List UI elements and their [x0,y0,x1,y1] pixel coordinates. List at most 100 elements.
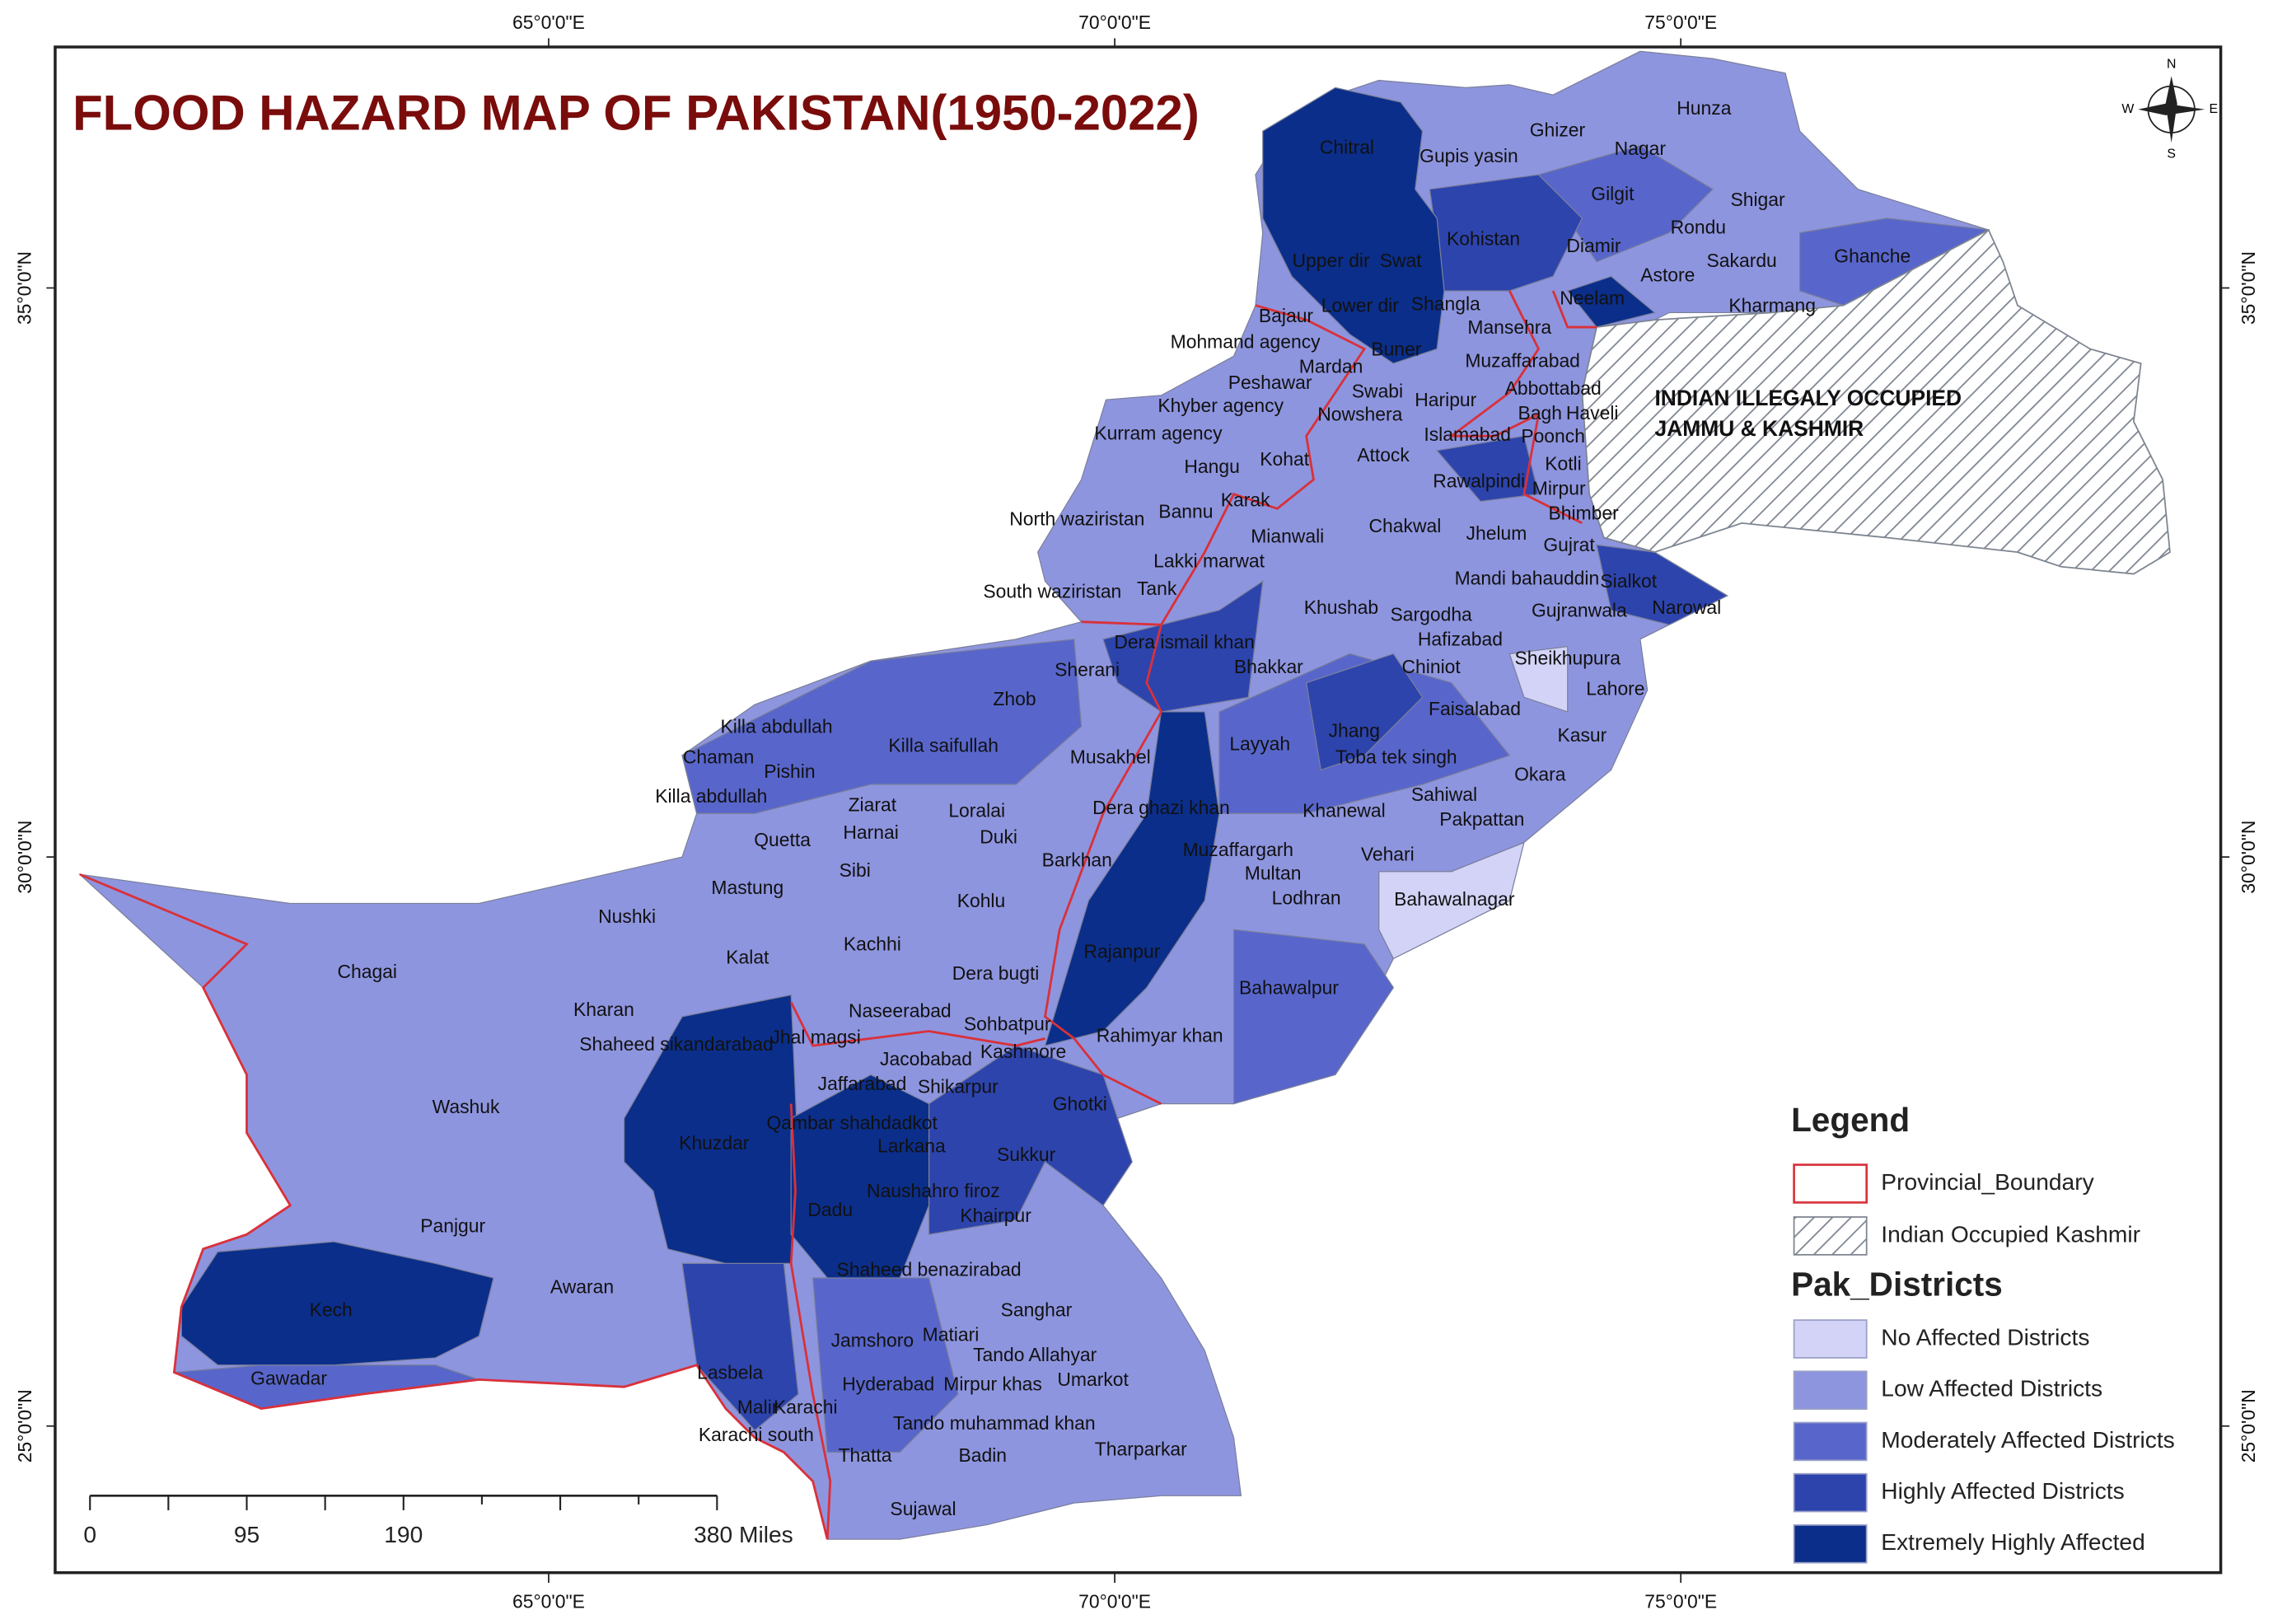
district-label: Vehari [1361,843,1415,864]
district-label: Nagar [1615,138,1667,159]
district-label: Okara [1514,764,1566,785]
district-label: Dera ismail khan [1114,631,1254,653]
district-label: Jhelum [1466,522,1527,544]
district-label: South waziristan [983,581,1121,602]
district-label: Jhal magsi [770,1026,860,1047]
legend-swatch [1793,1216,1868,1256]
scale-label: 95 [234,1521,260,1547]
legend-swatch [1793,1163,1868,1204]
boundary-line [1448,290,1583,525]
district-label: North waziristan [1009,508,1144,529]
district-area [1596,544,1728,625]
district-label: Jacobabad [880,1048,972,1069]
district-label: Naseerabad [849,1000,952,1022]
district-label: Kashmore [980,1041,1066,1062]
district-label: Neelam [1560,288,1625,309]
district-area [1436,435,1540,503]
district-label: Gupis yasin [1419,145,1518,166]
district-label: Rondu [1671,216,1726,237]
district-area [623,994,799,1265]
district-area [790,1074,930,1279]
scale-label: 380 Miles [694,1521,793,1547]
district-label: Karachi [774,1397,838,1418]
district-label: Dadu [807,1199,853,1220]
latitude-label: 25°0'0"N [2238,1389,2259,1463]
longitude-label: 70°0'0"E [1078,1591,1151,1612]
district-label: Mardan [1299,355,1363,377]
district-label: Lakki marwat [1153,550,1265,572]
district-label: Kohistan [1447,227,1520,249]
district-label: Sheikhupura [1514,648,1621,669]
district-label: Bahawalnagar [1394,888,1515,910]
district-label: Bahawalpur [1239,976,1339,998]
district-label: Chiniot [1402,656,1462,677]
district-label: Kasur [1557,724,1607,746]
legend-label: No Affected Districts [1881,1323,2089,1350]
district-label: Awaran [550,1275,614,1297]
district-label: Hyderabad [842,1373,934,1394]
compass-e: E [2209,102,2218,116]
district-label: Gujrat [1543,534,1595,555]
district-label: Lasbela [697,1361,763,1383]
district-label: Peshawar [1228,372,1312,393]
district-area [180,1241,494,1366]
compass-n: N [2167,57,2176,71]
district-label: Tando muhammad khan [893,1412,1096,1434]
district-label: Multan [1245,862,1302,883]
district-label: Lower dir [1321,294,1400,316]
scale-bar [89,1494,718,1510]
district-label: Astore [1640,264,1695,285]
district-label: Upper dir [1293,250,1371,271]
district-label: Musakhel [1070,746,1151,767]
district-label: Shikarpur [918,1075,999,1097]
district-label: Swat [1380,250,1423,271]
longitude-label: 65°0'0"E [512,1591,585,1612]
district-label: Tharparkar [1095,1439,1187,1460]
district-label: Bannu [1158,501,1213,522]
district-label: Sibi [840,859,871,881]
legend-swatch [1793,1370,1868,1411]
district-label: Chagai [337,961,397,982]
district-label: Kohlu [957,890,1006,911]
longitude-label: 75°0'0"E [1644,1591,1717,1612]
legend-label: Low Affected Districts [1881,1375,2102,1402]
district-label: Jaffarabad [818,1073,907,1094]
district-label: Qambar shahdadkot [766,1112,938,1133]
district-label: Naushahro firoz [867,1180,1000,1201]
district-label: Lahore [1586,678,1644,700]
district-label: Gilgit [1591,183,1635,204]
district-area [1508,645,1569,713]
latitude-label: 25°0'0"N [14,1389,35,1463]
district-label: Narowal [1652,597,1721,618]
district-label: Barkhan [1042,849,1112,870]
district-label: Islamabad [1424,424,1511,445]
district-label: Bagh [1518,402,1562,424]
district-label: Gujranwala [1532,599,1627,620]
legend: Legend Provincial_Boundary Indian Occupi… [1791,1101,2175,1564]
district-label: Jhang [1329,720,1380,742]
latitude-label: 30°0'0"N [14,821,35,894]
district-label: Chitral [1320,136,1374,157]
district-label: Sherani [1055,659,1120,681]
district-label: Jamshoro [831,1330,914,1351]
district-label: Killa abdullah [655,785,767,807]
district-label: Sialkot [1600,570,1657,592]
legend-label: Indian Occupied Kashmir [1881,1220,2140,1247]
district-label: Mohmand agency [1171,330,1321,352]
district-label: Sahiwal [1411,784,1477,805]
legend-swatch [1793,1524,1868,1564]
district-label: Mirpur [1532,477,1586,498]
district-label: Shaheed sikandarabad [579,1033,773,1055]
boundary-line [789,1103,832,1540]
district-labels: Chitral Gupis yasin Ghizer Hunza Nagar Gilgit… [250,97,1911,1519]
district-label: Chaman [683,746,755,767]
district-label: Zhob [993,688,1036,709]
district-label: Faisalabad [1429,698,1521,719]
longitude-label: 65°0'0"E [512,12,585,33]
district-label: Bhakkar [1234,656,1303,677]
district-label: Killa saifullah [888,734,999,756]
legend-title: Legend [1791,1101,1910,1139]
boundary-line [789,1001,1045,1047]
